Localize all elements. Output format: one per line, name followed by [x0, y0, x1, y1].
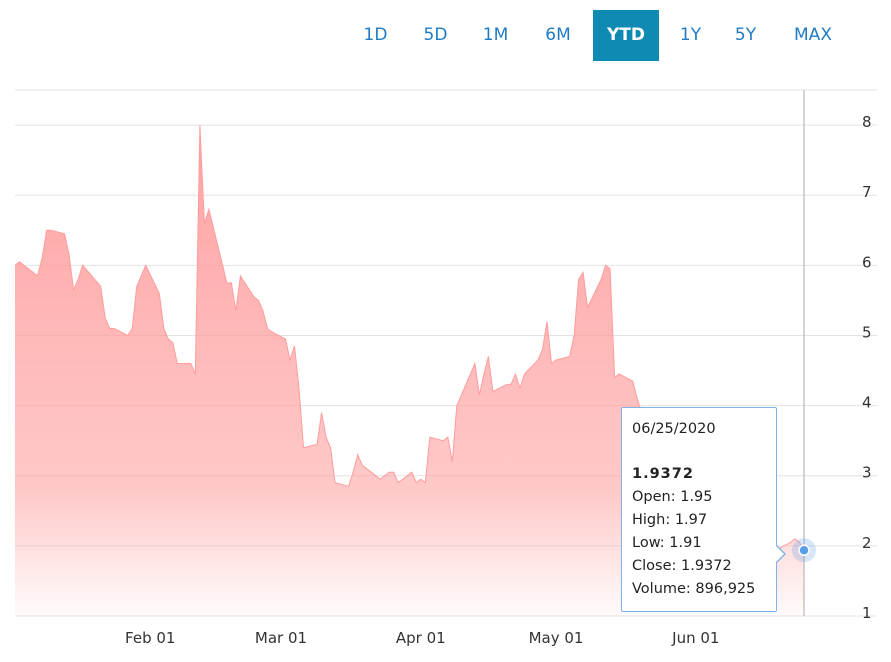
- price-tooltip: 06/25/2020 1.9372 Open: 1.95 High: 1.97 …: [621, 407, 777, 612]
- x-tick-label: Mar 01: [255, 629, 307, 647]
- range-button-max[interactable]: MAX: [794, 25, 832, 45]
- y-tick-label: 2: [862, 534, 872, 552]
- y-tick-label: 6: [862, 253, 872, 271]
- x-axis-ticks: Feb 01 Mar 01 Apr 01 May 01 Jun 01: [125, 629, 719, 647]
- y-axis-ticks: 1 2 3 4 5 6 7 8: [862, 113, 872, 622]
- y-tick-label: 5: [862, 323, 872, 341]
- price-area: [15, 125, 804, 616]
- range-button-1y[interactable]: 1Y: [679, 25, 702, 45]
- x-tick-label: Feb 01: [125, 629, 175, 647]
- y-tick-label: 1: [862, 604, 872, 622]
- range-button-5d[interactable]: 5D: [423, 25, 448, 45]
- tooltip-open: Open: 1.95: [632, 489, 713, 505]
- x-tick-label: Apr 01: [396, 629, 446, 647]
- range-button-6m[interactable]: 6M: [545, 25, 571, 45]
- range-button-ytd[interactable]: YTD: [593, 10, 659, 61]
- tooltip-high: High: 1.97: [632, 512, 708, 528]
- x-tick-label: Jun 01: [671, 629, 719, 647]
- tooltip-volume: Volume: 896,925: [632, 581, 756, 597]
- tooltip-close: Close: 1.9372: [632, 558, 732, 574]
- tooltip-date: 06/25/2020: [632, 421, 716, 437]
- tooltip-pointer-fill: [776, 546, 784, 562]
- range-button-1d[interactable]: 1D: [363, 25, 388, 45]
- range-button-5y[interactable]: 5Y: [734, 25, 757, 45]
- hover-marker-dot[interactable]: [798, 544, 810, 557]
- x-tick-label: May 01: [529, 629, 584, 647]
- tooltip-low: Low: 1.91: [632, 535, 702, 551]
- hover-marker[interactable]: [792, 538, 816, 563]
- y-tick-label: 7: [862, 183, 872, 201]
- y-tick-label: 3: [862, 464, 872, 482]
- range-button-1m[interactable]: 1M: [482, 25, 509, 45]
- y-tick-label: 8: [862, 113, 872, 131]
- y-tick-label: 4: [862, 394, 872, 412]
- tooltip-price: 1.9372: [632, 466, 694, 482]
